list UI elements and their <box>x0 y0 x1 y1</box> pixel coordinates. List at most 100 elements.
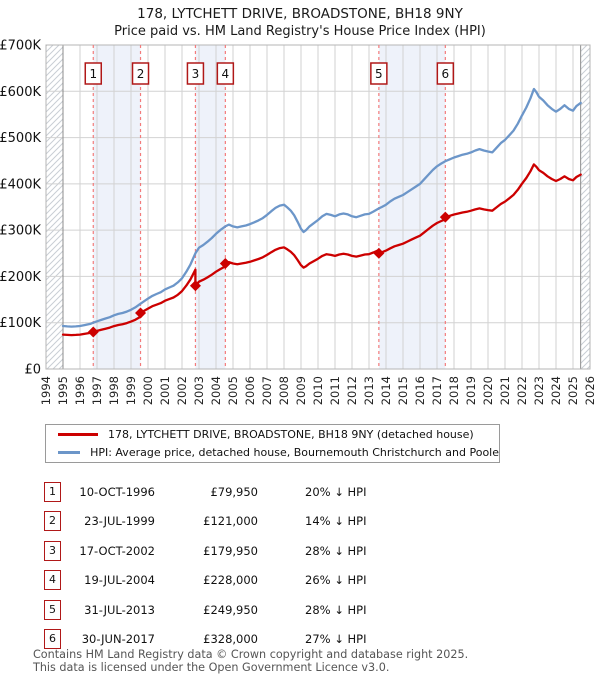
x-axis-label: 2023 <box>532 376 546 405</box>
x-axis-label: 2007 <box>260 376 274 405</box>
sale-number-badge: 2 <box>44 511 61 532</box>
x-axis-label: 1994 <box>39 376 53 405</box>
x-axis-label: 2003 <box>192 376 206 405</box>
svg-text:1: 1 <box>89 67 97 81</box>
sale-number-badge: 3 <box>44 540 61 561</box>
x-axis-label: 2010 <box>311 376 325 405</box>
legend-item-hpi: HPI: Average price, detached house, Bour… <box>46 445 499 460</box>
blue-line-swatch <box>58 451 81 454</box>
svg-text:2: 2 <box>137 67 145 81</box>
x-axis-label: 1996 <box>73 376 87 405</box>
series-line <box>61 163 582 337</box>
sale-point-marker <box>135 307 147 319</box>
legend-label: HPI: Average price, detached house, Bour… <box>90 446 499 459</box>
sale-point-marker <box>189 280 201 292</box>
y-axis-label: £200K <box>0 270 41 285</box>
x-axis-label: 2021 <box>498 376 512 405</box>
x-axis-label: 2019 <box>464 376 478 405</box>
sale-price: £179,950 <box>203 543 258 558</box>
x-axis-label: 2006 <box>243 376 257 405</box>
svg-text:3: 3 <box>192 67 200 81</box>
sale-number-box <box>216 62 235 85</box>
svg-text:5: 5 <box>375 67 383 81</box>
sale-date: 30-JUN-2017 <box>81 632 155 647</box>
sale-vs-hpi: 14% ↓ HPI <box>305 514 367 529</box>
table-row: 4 19-JUL-2004 £228,000 26% ↓ HPI <box>44 566 564 596</box>
sale-vs-hpi: 20% ↓ HPI <box>305 484 367 499</box>
y-axis-label: £0 <box>24 363 41 378</box>
no-data-hatch <box>580 45 590 369</box>
y-axis-label: £400K <box>0 177 41 192</box>
sale-vs-hpi: 28% ↓ HPI <box>305 543 367 558</box>
table-row: 1 10-OCT-1996 £79,950 20% ↓ HPI <box>44 477 564 507</box>
x-axis-label: 2012 <box>345 376 359 405</box>
ownership-band <box>195 45 226 369</box>
sale-number-box <box>436 62 455 85</box>
sale-price: £121,000 <box>203 514 258 529</box>
sale-number-box <box>131 62 150 85</box>
y-axis-label: £700K <box>0 39 41 54</box>
x-axis-label: 2022 <box>515 376 529 405</box>
x-axis-label: 1998 <box>107 376 121 405</box>
legend: 178, LYTCHETT DRIVE, BROADSTONE, BH18 9N… <box>45 424 500 463</box>
footer-line-2: This data is licensed under the Open Gov… <box>33 660 390 674</box>
license-footer: Contains HM Land Registry data © Crown c… <box>33 648 593 674</box>
ownership-band <box>378 45 446 369</box>
sale-date: 23-JUL-1999 <box>84 514 155 529</box>
sale-vs-hpi: 27% ↓ HPI <box>305 632 367 647</box>
x-axis-label: 1999 <box>124 376 138 405</box>
sale-number-badge: 6 <box>44 629 61 650</box>
price-history-chart: 1 2 3 4 5 6 £0 £100K £200K £300K £400K £500K £600K £7… <box>0 39 597 406</box>
sale-number-badge: 4 <box>44 570 61 591</box>
y-axis-label: £500K <box>0 131 41 146</box>
x-axis-label: 2011 <box>328 376 342 405</box>
red-line-swatch <box>58 433 98 436</box>
x-axis-label: 2017 <box>430 376 444 405</box>
sale-number-badge: 5 <box>44 599 61 620</box>
sale-date: 10-OCT-1996 <box>79 484 155 499</box>
legend-label: 178, LYTCHETT DRIVE, BROADSTONE, BH18 9N… <box>108 428 474 441</box>
x-axis-label: 2008 <box>277 376 291 405</box>
sale-date: 31-JUL-2013 <box>84 602 155 617</box>
x-axis-label: 1997 <box>90 376 104 405</box>
x-axis-label: 2009 <box>294 376 308 405</box>
x-axis-label: 2004 <box>209 376 223 405</box>
sale-point-marker <box>87 326 99 338</box>
y-axis-label: £100K <box>0 316 41 331</box>
x-axis-label: 2013 <box>362 376 376 405</box>
chart-subtitle: Price paid vs. HM Land Registry's House … <box>114 24 486 39</box>
x-axis-label: 2000 <box>141 376 155 405</box>
y-axis-label: £600K <box>0 85 41 100</box>
sale-vs-hpi: 26% ↓ HPI <box>305 573 367 588</box>
sale-number-box <box>370 62 388 85</box>
x-axis-label: 2002 <box>175 376 189 405</box>
table-row: 2 23-JUL-1999 £121,000 14% ↓ HPI <box>44 507 564 537</box>
x-axis-label: 2001 <box>158 376 172 405</box>
sales-table: 1 10-OCT-1996 £79,950 20% ↓ HPI 2 23-JUL… <box>44 477 564 654</box>
sale-date: 17-OCT-2002 <box>79 543 155 558</box>
x-axis-label: 2015 <box>396 376 410 405</box>
x-axis-label: 2016 <box>413 376 427 405</box>
no-data-hatch <box>46 45 63 369</box>
chart-title: 178, LYTCHETT DRIVE, BROADSTONE, BH18 9N… <box>137 6 463 22</box>
sale-number-badge: 1 <box>44 481 61 502</box>
sale-price: £228,000 <box>203 573 258 588</box>
legend-item-price-paid: 178, LYTCHETT DRIVE, BROADSTONE, BH18 9N… <box>46 427 499 442</box>
sale-price: £249,950 <box>203 602 258 617</box>
sale-point-marker <box>373 247 385 259</box>
table-row: 5 31-JUL-2013 £249,950 28% ↓ HPI <box>44 595 564 625</box>
footer-line-1: Contains HM Land Registry data © Crown c… <box>33 648 469 661</box>
x-axis-label: 1995 <box>56 376 70 405</box>
sale-point-marker <box>439 211 451 223</box>
sale-vs-hpi: 28% ↓ HPI <box>305 602 367 617</box>
y-axis-label: £300K <box>0 224 41 239</box>
svg-text:6: 6 <box>442 67 450 81</box>
x-axis-label: 2020 <box>481 376 495 405</box>
sale-date: 19-JUL-2004 <box>84 573 155 588</box>
svg-text:4: 4 <box>222 67 230 81</box>
sale-price: £79,950 <box>210 484 258 499</box>
x-axis-label: 2005 <box>226 376 240 405</box>
table-row: 3 17-OCT-2002 £179,950 28% ↓ HPI <box>44 536 564 566</box>
x-axis-label: 2018 <box>447 376 461 405</box>
